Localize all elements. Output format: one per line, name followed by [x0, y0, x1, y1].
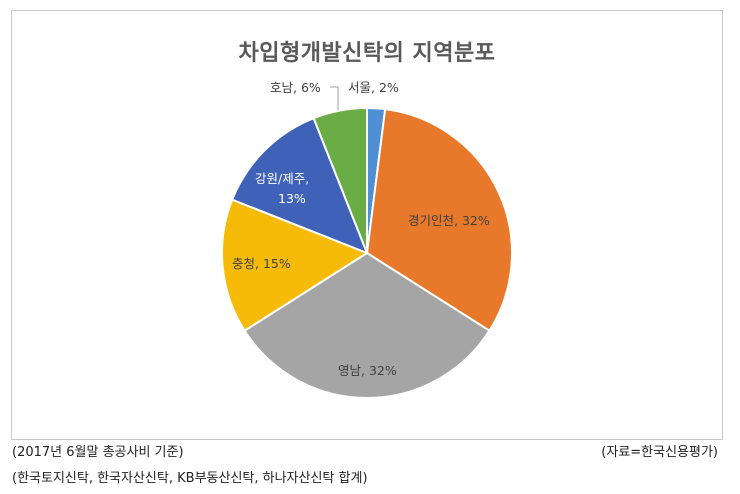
label-yeongnam: 영남, 32% [338, 363, 397, 378]
label-gyeonggi-incheon: 경기인천, 32% [408, 213, 490, 228]
pie-slice-3 [221, 198, 370, 333]
footnote-source: (자료=한국신용평가) [601, 445, 718, 460]
label-gangwon-jeju-pct: 13% [278, 191, 306, 206]
label-honam: 호남, 6% [270, 80, 321, 95]
label-chungcheong: 충청, 15% [232, 256, 291, 271]
pie-slice-5 [312, 106, 368, 254]
chart-title: 차입형개발신탁의 지역분포 [238, 41, 496, 66]
label-gangwon-jeju: 강원/제주, [255, 171, 309, 186]
pie-slice-2 [243, 251, 491, 399]
footnote-basis: (2017년 6월말 총공사비 기준) [12, 445, 184, 460]
footnote-companies: (한국토지신탁, 한국자산신탁, KB부동산신탁, 하나자산신탁 합계) [12, 471, 368, 486]
pie-slice-4 [230, 116, 369, 255]
label-seoul: 서울, 2% [348, 80, 399, 95]
